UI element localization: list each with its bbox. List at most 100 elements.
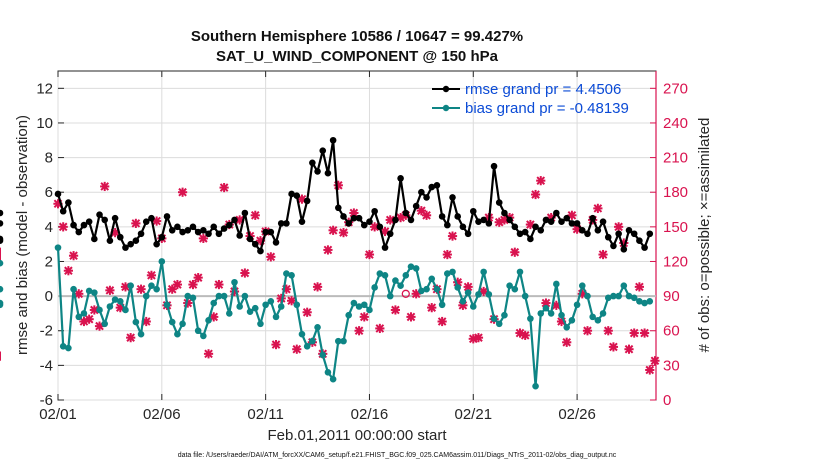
obs-assimilated-point (338, 228, 349, 238)
rmse-point (360, 221, 368, 229)
rmse-point (251, 240, 259, 248)
rmse-point (205, 230, 212, 238)
rmse-point (449, 194, 456, 201)
bias-point (277, 303, 285, 310)
rmse-point (174, 223, 181, 231)
rmse-point (246, 235, 254, 243)
bias-point (59, 343, 67, 350)
y-axis-right-label: # of obs: o=possible; ×=assimilated (696, 118, 713, 353)
obs-assimilated-point (541, 298, 551, 308)
bias-point (485, 291, 493, 298)
bias-point (636, 298, 643, 305)
bias-point (0, 259, 4, 267)
rmse-point (283, 220, 290, 227)
bias-point (153, 285, 160, 293)
bias-point (283, 270, 290, 277)
obs-assimilated-point (562, 337, 572, 347)
bias-point (0, 301, 4, 309)
bias-point (620, 282, 628, 290)
rmse-point (319, 147, 327, 154)
chart-title-line1: Southern Hemisphere 10586 / 10647 = 99.4… (191, 28, 523, 45)
obs-assimilated-point (442, 249, 452, 260)
bias-point (454, 284, 462, 291)
bias-series (0, 244, 654, 390)
bias-point (194, 327, 202, 335)
obs-possible-point (401, 289, 410, 298)
rmse-point (511, 223, 519, 231)
bias-point (366, 306, 373, 314)
rmse-point (397, 175, 404, 182)
rmse-point (381, 244, 389, 251)
bias-point (578, 282, 586, 290)
rmse-point (324, 169, 332, 177)
bias-point (423, 285, 430, 293)
y-tick-label: -2 (40, 323, 53, 340)
bias-point (236, 303, 243, 310)
bias-point (142, 292, 150, 300)
bias-point (495, 320, 503, 328)
bias-point (111, 296, 119, 303)
obs-assimilated-point (240, 268, 250, 278)
rmse-point (376, 223, 384, 231)
bias-point (210, 299, 218, 307)
bias-point (615, 292, 622, 300)
bias-point (309, 337, 316, 345)
bias-point (418, 287, 425, 295)
bias-point (101, 320, 109, 328)
bias-point (288, 272, 295, 279)
bias-point (314, 323, 321, 331)
rmse-point (646, 230, 654, 238)
bias-point (490, 315, 498, 322)
bias-point (501, 311, 508, 319)
bias-point (641, 299, 648, 307)
rmse-point (132, 237, 140, 244)
rmse-point (454, 213, 462, 220)
rmse-point (402, 209, 410, 217)
y-tick-label: 2 (45, 253, 53, 270)
y-right-tick-label: 30 (663, 357, 680, 374)
obs-assimilated-point (598, 249, 608, 260)
obs-assimilated-point (390, 305, 401, 315)
rmse-point (184, 227, 192, 234)
rmse-point (210, 223, 218, 231)
y-right-tick-label: 210 (663, 150, 688, 167)
bias-point (527, 315, 534, 322)
rmse-point (615, 230, 622, 238)
bias-point (293, 301, 301, 309)
rmse-point (589, 214, 596, 222)
obs-assimilated-point (364, 249, 375, 260)
obs-assimilated-point (100, 181, 110, 192)
obs-assimilated-point (421, 210, 432, 220)
x-tick-label: 02/11 (247, 406, 283, 423)
data-file-footer: data file: /Users/raeder/DAI/ATM_forcXX/… (178, 452, 617, 459)
obs-assimilated-point (203, 349, 214, 359)
plot-area (57, 70, 657, 401)
bias-point (340, 337, 347, 345)
legend: rmse grand pr = 4.4506 bias grand pr = -… (432, 81, 629, 117)
rmse-point (236, 232, 243, 239)
bias-point (553, 280, 560, 288)
rmse-point (438, 213, 446, 220)
rmse-point (610, 242, 617, 250)
bias-point (480, 268, 487, 276)
obs-assimilated-point (146, 270, 157, 280)
obs-assimilated-point (593, 203, 603, 213)
obs-assimilated-point (250, 210, 260, 220)
bias-point (122, 306, 129, 314)
rmse-point (625, 227, 633, 234)
obs-assimilated-point (131, 218, 141, 228)
bias-point (174, 330, 181, 338)
rmse-point (485, 220, 493, 227)
legend-rmse-label: rmse grand pr = 4.4506 (465, 81, 621, 98)
obs-assimilated-point (136, 284, 146, 294)
obs-assimilated-point (629, 328, 639, 338)
rmse-point (65, 199, 72, 206)
rmse-point (604, 233, 612, 241)
obs-assimilated-point (271, 339, 281, 350)
obs-assimilated-point (370, 222, 380, 232)
obs-assimilated-point (328, 225, 338, 235)
obs-assimilated-point (530, 189, 541, 200)
bias-point (355, 303, 363, 310)
obs-assimilated-point (510, 247, 520, 257)
bias-point (65, 344, 72, 352)
